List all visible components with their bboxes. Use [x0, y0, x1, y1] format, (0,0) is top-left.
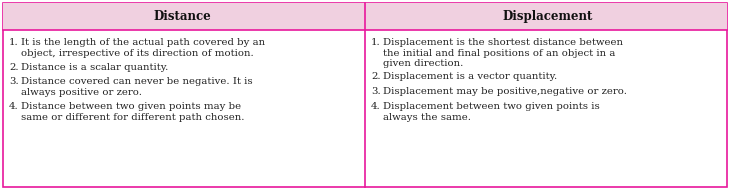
Text: Displacement is a vector quantity.: Displacement is a vector quantity. — [383, 72, 557, 81]
Text: Distance between two given points may be
same or different for different path ch: Distance between two given points may be… — [21, 102, 245, 122]
Text: Displacement is the shortest distance between
the initial and final positions of: Displacement is the shortest distance be… — [383, 38, 623, 69]
Text: 1.: 1. — [371, 38, 381, 47]
Text: Distance is a scalar quantity.: Distance is a scalar quantity. — [21, 63, 169, 71]
Text: 4.: 4. — [9, 102, 19, 111]
Text: Distance covered can never be negative. It is
always positive or zero.: Distance covered can never be negative. … — [21, 78, 253, 97]
Text: Displacement may be positive,negative or zero.: Displacement may be positive,negative or… — [383, 87, 627, 96]
Text: 2.: 2. — [371, 72, 380, 81]
Text: 4.: 4. — [371, 102, 381, 111]
Text: Distance: Distance — [153, 10, 212, 23]
Text: Displacement between two given points is
always the same.: Displacement between two given points is… — [383, 102, 600, 122]
Text: 3.: 3. — [371, 87, 381, 96]
Bar — [365, 3, 727, 30]
Text: It is the length of the actual path covered by an
object, irrespective of its di: It is the length of the actual path cove… — [21, 38, 265, 58]
Bar — [3, 3, 365, 30]
Text: Displacement: Displacement — [502, 10, 593, 23]
Text: 3.: 3. — [9, 78, 19, 86]
Text: 1.: 1. — [9, 38, 19, 47]
Text: 2.: 2. — [9, 63, 19, 71]
